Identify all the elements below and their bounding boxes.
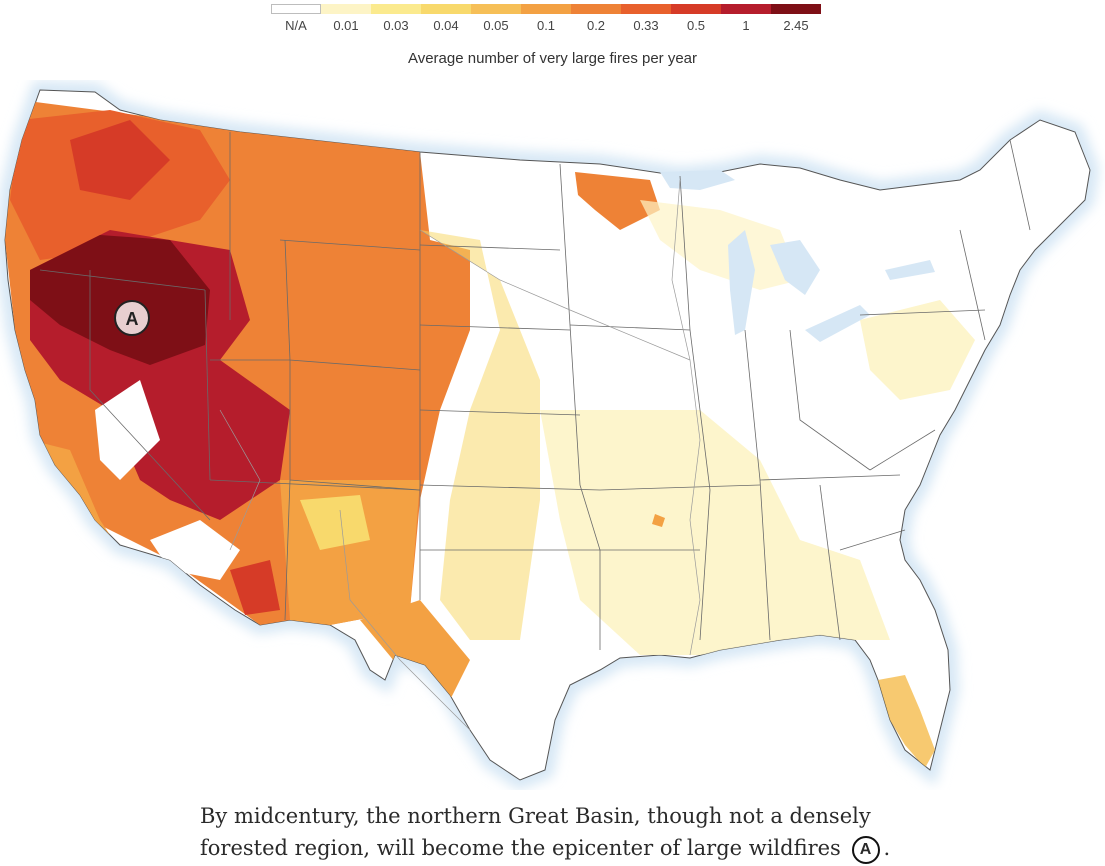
- legend-ticks: 0.01 0.03 0.04 0.05 0.1 0.2 0.33 0.5 1 2.45: [321, 14, 821, 34]
- legend-scale: N/A 0.01 0.03 0.04 0.05 0.1 0.2 0.33 0.5 1 2.45: [271, 4, 821, 34]
- legend-tick-label: 0.04: [433, 18, 459, 33]
- region-plains-edge: [420, 230, 540, 640]
- fire-regions: [5, 100, 975, 768]
- us-wildfire-map: A: [0, 80, 1100, 790]
- region-appalachia-speckle: [860, 300, 975, 400]
- legend-title: Average number of very large fires per y…: [407, 50, 698, 67]
- region-ca-valley: [95, 380, 160, 480]
- legend-swatch-5: [571, 4, 621, 14]
- region-oregon-red: [70, 120, 170, 200]
- legend-tick-label: 1: [742, 18, 750, 33]
- border-ks-ok: [419, 484, 601, 491]
- legend-swatch-9: [771, 4, 821, 14]
- border-az-nm-north: [209, 479, 421, 491]
- legend-tick-label: 0.33: [633, 18, 659, 33]
- region-florida: [878, 675, 935, 768]
- border-az-nm: [284, 479, 291, 621]
- lake-huron: [770, 240, 820, 295]
- legend-swatch-4: [521, 4, 571, 14]
- caption-text: By midcentury, the northern Great Basin,…: [200, 804, 871, 860]
- border-or-ca: [39, 269, 206, 291]
- legend-color-bar-wrap: 0.01 0.03 0.04 0.05 0.1 0.2 0.33 0.5 1 2.45: [321, 4, 821, 34]
- river-missouri: [419, 229, 691, 361]
- river-colorado: [219, 409, 261, 551]
- border-wyoming-north: [279, 239, 421, 251]
- legend-swatch-2: [421, 4, 471, 14]
- rivers: [219, 179, 701, 731]
- region-nm-yellow: [300, 495, 370, 550]
- marker-a-circle: [114, 300, 150, 336]
- legend-na-label: N/A: [285, 18, 307, 33]
- legend-swatch-8: [721, 4, 771, 14]
- river-rio-grande: [339, 509, 471, 731]
- legend-tick-label: 2.45: [783, 18, 809, 33]
- legend-tick-label: 0.05: [483, 18, 509, 33]
- border-pa-ny: [859, 309, 986, 316]
- border-oh-wv: [789, 329, 871, 471]
- region-arkansas-spot: [652, 514, 665, 527]
- legend-tick-label: 0.5: [686, 18, 706, 33]
- legend-swatch-3: [471, 4, 521, 14]
- border-nv-ut: [204, 289, 211, 481]
- border-ga-sc: [839, 529, 906, 551]
- border-ca-nv: [89, 270, 211, 521]
- marker-a-label: A: [126, 309, 139, 329]
- border-tn: [759, 474, 901, 481]
- region-great-lakes-speckle: [640, 200, 800, 290]
- region-west-texas: [360, 600, 470, 700]
- lake-ontario: [885, 260, 935, 280]
- border-new-england: [959, 229, 986, 341]
- border-al-ga: [819, 484, 841, 641]
- legend-swatch-1: [371, 4, 421, 14]
- legend-swatch-na: [271, 4, 321, 14]
- state-borders: [39, 132, 1031, 650]
- border-maine: [1009, 139, 1031, 231]
- border-ia-mo: [569, 324, 691, 331]
- lake-erie: [805, 305, 870, 342]
- border-mississippi: [679, 175, 711, 641]
- marker-a[interactable]: A: [114, 300, 150, 336]
- border-nd-sd: [419, 244, 561, 251]
- legend-tick-label: 0.1: [536, 18, 556, 33]
- legend-na: N/A: [271, 4, 321, 34]
- border-ne-ks: [419, 409, 581, 416]
- caption-marker-a: A: [851, 835, 880, 864]
- legend-swatch-6: [621, 4, 671, 14]
- border-sd-ne: [419, 324, 571, 331]
- region-southeast-speckle: [540, 410, 890, 655]
- legend-swatch-0: [321, 4, 371, 14]
- border-nc-va: [869, 429, 936, 471]
- region-minnesota: [575, 172, 660, 230]
- border-mo-ar: [599, 484, 761, 491]
- region-great-basin-core: [30, 235, 210, 365]
- lake-superior: [660, 170, 735, 190]
- legend-tick-label: 0.01: [333, 18, 359, 33]
- border-mn-ia-mo: [559, 163, 601, 551]
- lake-michigan: [728, 230, 755, 335]
- caption: By midcentury, the northern Great Basin,…: [200, 800, 960, 864]
- legend-color-bar: [321, 4, 821, 14]
- legend-tick-label: 0.03: [383, 18, 409, 33]
- legend-tick-label: 0.2: [586, 18, 606, 33]
- region-arizona-red: [230, 560, 280, 615]
- caption-period: .: [883, 836, 891, 860]
- great-lakes: [660, 170, 935, 342]
- legend-swatch-7: [671, 4, 721, 14]
- river-mississippi: [671, 179, 701, 656]
